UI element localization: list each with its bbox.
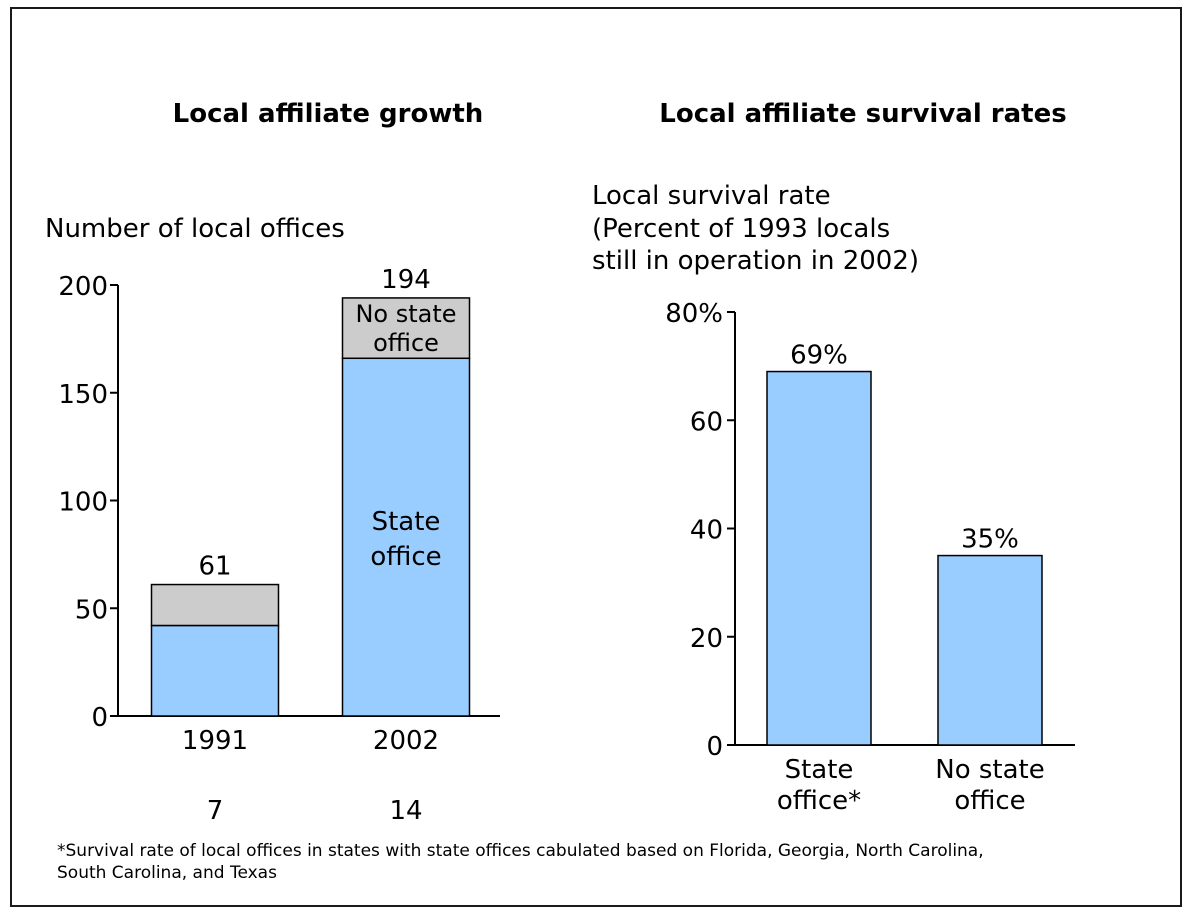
chart-frame [10, 7, 1182, 907]
growth-y-tick-label: 100 [58, 488, 108, 518]
growth-y-tick-label: 0 [91, 703, 108, 733]
survival-chart-title: Local affiliate survival rates [659, 99, 1066, 129]
survival-bar-value-label: 69% [790, 341, 848, 371]
below-axis-value: 14 [389, 796, 422, 826]
below-axis-value: 7 [207, 796, 224, 826]
footnote-line-1: *Survival rate of local offices in state… [57, 841, 984, 861]
growth-y-tick-label: 150 [58, 380, 108, 410]
survival-y-tick-label: 20 [690, 624, 723, 654]
bar-no-state-office [341, 297, 471, 360]
survival-x-tick-label: office* [777, 786, 861, 816]
survival-y-tick-label: 0 [706, 732, 723, 762]
survival-x-tick-label: State [785, 755, 854, 785]
bar-state-office [150, 624, 280, 717]
survival-chart-ylabel-line-1: Local survival rate [592, 181, 831, 211]
survival-bar [766, 370, 872, 746]
survival-chart-ylabel-line-3: still in operation in 2002) [592, 246, 919, 276]
footnote-line-2: South Carolina, and Texas [57, 863, 277, 883]
segment-label-no-state-office: office [373, 329, 439, 357]
survival-chart: Local affiliate survival rates Local sur… [592, 99, 1075, 816]
bar-total-label: 194 [381, 265, 431, 295]
x-tick-label: 1991 [182, 726, 248, 756]
segment-label-no-state-office: No state [355, 300, 456, 328]
survival-y-tick-label: 40 [690, 516, 723, 546]
growth-chart: Local affiliate growth Number of local o… [45, 99, 500, 826]
growth-chart-title: Local affiliate growth [173, 99, 484, 129]
survival-x-tick-label: No state [935, 755, 1044, 785]
survival-y-tick-label: 80% [665, 299, 723, 329]
survival-chart-ylabel-line-2: (Percent of 1993 locals [592, 214, 890, 244]
growth-y-tick-label: 200 [58, 272, 108, 302]
bar-no-state-office [150, 583, 280, 627]
growth-y-tick-label: 50 [75, 595, 108, 625]
bar-state-office [341, 357, 471, 717]
survival-y-tick-label: 60 [690, 407, 723, 437]
survival-bar [937, 554, 1043, 746]
bar-total-label: 61 [198, 552, 231, 582]
segment-label-state-office: State [372, 507, 441, 537]
survival-x-tick-label: office [954, 786, 1025, 816]
x-tick-label: 2002 [373, 726, 439, 756]
segment-label-state-office: office [370, 542, 441, 572]
survival-bar-value-label: 35% [961, 525, 1019, 555]
growth-chart-ylabel: Number of local offices [45, 214, 345, 244]
